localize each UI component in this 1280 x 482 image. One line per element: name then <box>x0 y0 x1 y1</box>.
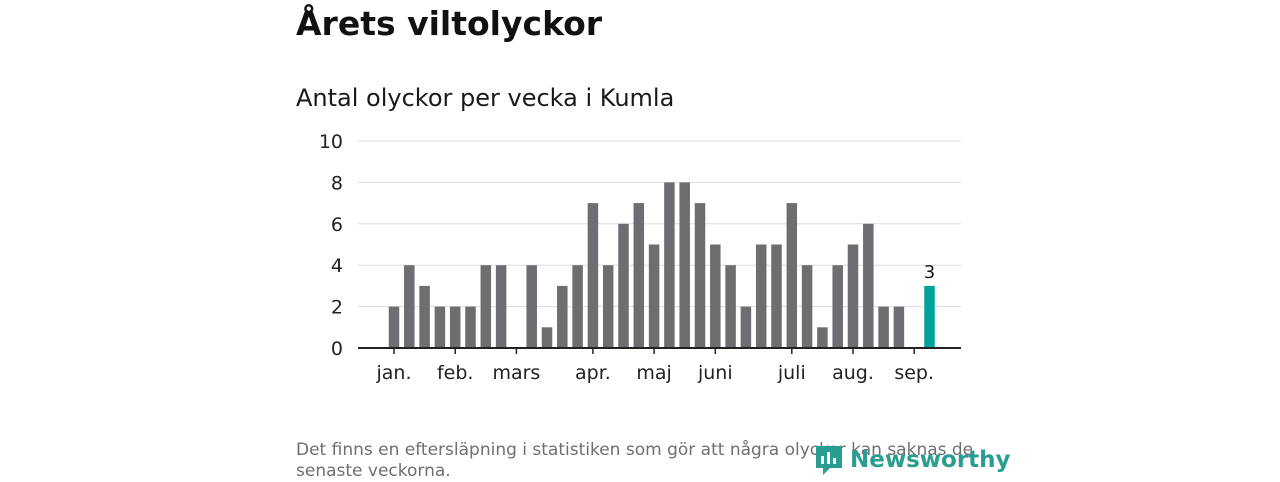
x-tick-label: jan. <box>375 362 411 384</box>
chart-title: Årets viltolyckor <box>296 4 603 43</box>
newsworthy-logo-icon <box>816 446 842 475</box>
bar <box>602 265 614 348</box>
x-tick-label: juli <box>777 362 806 384</box>
bar <box>495 265 507 348</box>
bar <box>740 306 752 348</box>
highlight-bar <box>924 285 935 348</box>
bar <box>863 223 874 348</box>
bar <box>771 244 782 348</box>
bar <box>710 244 721 348</box>
bar <box>587 203 599 348</box>
bar <box>618 223 629 348</box>
bar <box>893 306 905 348</box>
bar <box>755 244 767 348</box>
bar <box>449 306 461 348</box>
bar <box>664 182 675 348</box>
y-tick-label: 6 <box>331 214 343 236</box>
bar <box>526 265 537 348</box>
data-label: 3 <box>924 262 935 283</box>
y-tick-label: 0 <box>331 338 343 360</box>
bar <box>832 265 843 348</box>
bar <box>404 265 415 348</box>
chart-subtitle: Antal olyckor per vecka i Kumla <box>296 84 675 112</box>
x-tick-label: mars <box>492 362 540 384</box>
x-tick-label: maj <box>636 362 671 384</box>
bar <box>679 182 690 348</box>
x-tick-label: sep. <box>894 362 934 384</box>
bar <box>388 306 400 348</box>
bar <box>801 265 813 348</box>
footnote: Det finns en eftersläpning i statistiken… <box>296 440 974 481</box>
y-tick-label: 8 <box>331 172 343 194</box>
bar <box>633 203 645 348</box>
brand-name: Newsworthy <box>850 447 1011 473</box>
newsworthy-brand[interactable]: Newsworthy <box>814 444 1011 476</box>
bar <box>541 327 553 348</box>
bar <box>572 265 583 348</box>
bar <box>847 244 859 348</box>
x-tick-label: apr. <box>575 362 611 384</box>
bar <box>419 285 430 348</box>
bar <box>725 265 736 348</box>
bar <box>434 306 446 348</box>
bar <box>480 265 492 348</box>
x-tick-label: juni <box>697 362 733 384</box>
y-tick-label: 10 <box>319 131 343 153</box>
bar-chart: 0 2 4 6 8 10 3 jan. feb. mars apr. maj juni juli aug. s… <box>319 131 961 384</box>
y-tick-label: 4 <box>331 255 343 277</box>
x-tick-label: feb. <box>437 362 473 384</box>
bar <box>878 306 889 348</box>
bar <box>817 327 828 348</box>
x-tick-label: aug. <box>832 362 874 384</box>
y-tick-label: 2 <box>331 297 343 319</box>
bar <box>694 203 706 348</box>
bar <box>465 306 476 348</box>
bar <box>786 203 798 348</box>
bar <box>648 244 660 348</box>
bar <box>557 285 568 348</box>
